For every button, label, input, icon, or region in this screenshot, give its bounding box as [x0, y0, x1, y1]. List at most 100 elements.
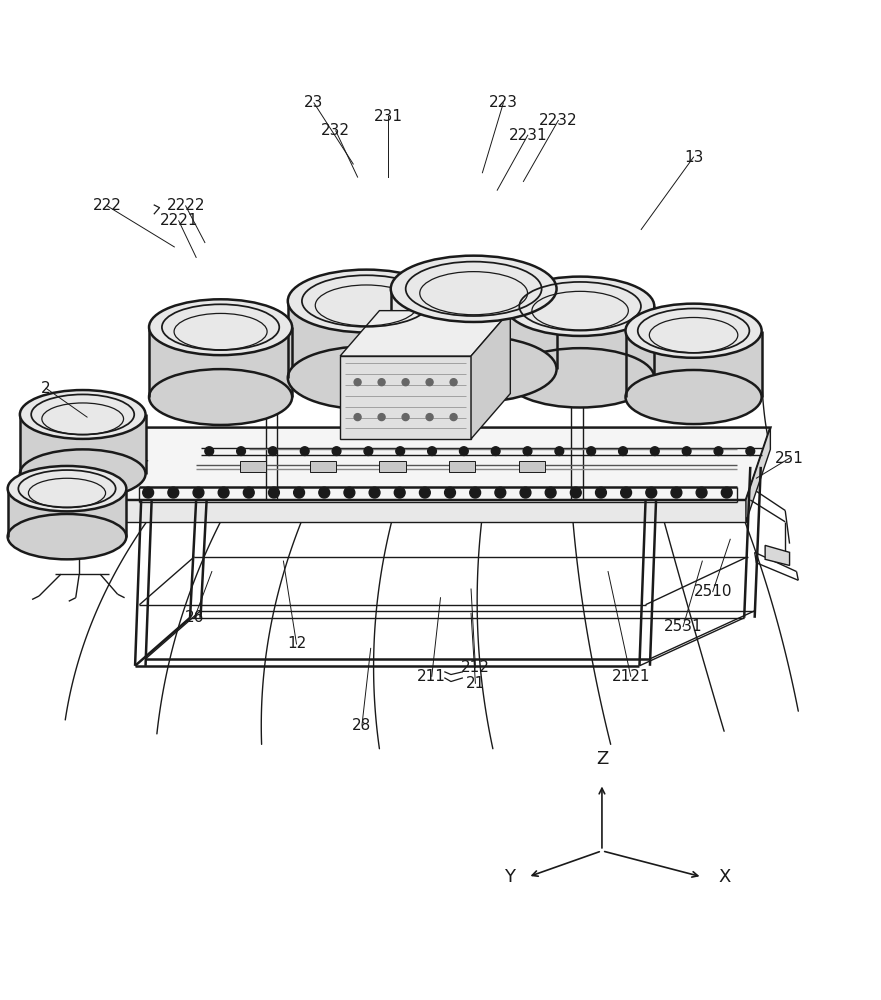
Polygon shape	[391, 289, 557, 369]
Circle shape	[555, 447, 564, 455]
Polygon shape	[149, 327, 292, 397]
Circle shape	[445, 487, 455, 498]
Circle shape	[243, 487, 255, 498]
Ellipse shape	[626, 304, 762, 358]
Text: 21: 21	[466, 676, 485, 691]
Polygon shape	[20, 414, 145, 474]
Circle shape	[570, 487, 581, 498]
Circle shape	[237, 447, 246, 455]
Circle shape	[426, 379, 433, 386]
Polygon shape	[471, 311, 510, 439]
Ellipse shape	[288, 346, 445, 409]
Circle shape	[426, 414, 433, 421]
Text: 232: 232	[322, 123, 351, 138]
Polygon shape	[240, 461, 266, 472]
Polygon shape	[449, 461, 476, 472]
Text: 28: 28	[352, 718, 372, 733]
Text: 2531: 2531	[663, 619, 702, 634]
Circle shape	[520, 487, 531, 498]
Text: 2231: 2231	[508, 128, 547, 143]
Circle shape	[650, 447, 659, 455]
Circle shape	[696, 487, 707, 498]
Text: 2121: 2121	[611, 669, 650, 684]
Polygon shape	[746, 428, 770, 522]
Circle shape	[545, 487, 556, 498]
Circle shape	[300, 447, 309, 455]
Text: 231: 231	[374, 109, 403, 124]
Ellipse shape	[391, 256, 557, 322]
Circle shape	[205, 447, 213, 455]
Circle shape	[344, 487, 355, 498]
Text: 2: 2	[41, 381, 51, 396]
Circle shape	[596, 487, 606, 498]
Circle shape	[402, 414, 409, 421]
Polygon shape	[8, 489, 126, 537]
Circle shape	[378, 379, 385, 386]
Ellipse shape	[288, 270, 445, 332]
Circle shape	[369, 487, 380, 498]
Circle shape	[269, 487, 279, 498]
Circle shape	[671, 487, 682, 498]
Polygon shape	[765, 545, 789, 565]
Text: 12: 12	[287, 636, 306, 651]
Polygon shape	[380, 461, 405, 472]
Text: 23: 23	[304, 95, 323, 110]
Ellipse shape	[20, 449, 145, 498]
Polygon shape	[506, 306, 655, 378]
Circle shape	[218, 487, 229, 498]
Circle shape	[402, 379, 409, 386]
Text: 2221: 2221	[159, 213, 198, 228]
Circle shape	[495, 487, 506, 498]
Polygon shape	[117, 428, 770, 500]
Circle shape	[621, 487, 632, 498]
Circle shape	[587, 447, 596, 455]
Circle shape	[460, 447, 468, 455]
Ellipse shape	[8, 514, 126, 559]
Polygon shape	[519, 461, 545, 472]
Text: Z: Z	[596, 750, 608, 768]
Circle shape	[269, 447, 278, 455]
Polygon shape	[288, 301, 445, 378]
Polygon shape	[309, 461, 336, 472]
Circle shape	[746, 447, 755, 455]
Circle shape	[378, 414, 385, 421]
Circle shape	[364, 447, 373, 455]
Circle shape	[682, 447, 691, 455]
Ellipse shape	[8, 466, 126, 511]
Ellipse shape	[506, 348, 655, 407]
Circle shape	[354, 414, 361, 421]
Circle shape	[354, 379, 361, 386]
Ellipse shape	[20, 390, 145, 439]
Circle shape	[523, 447, 532, 455]
Circle shape	[427, 447, 436, 455]
Circle shape	[168, 487, 179, 498]
Circle shape	[714, 447, 722, 455]
Circle shape	[618, 447, 627, 455]
Circle shape	[646, 487, 656, 498]
Text: X: X	[718, 868, 730, 886]
Ellipse shape	[149, 299, 292, 355]
Circle shape	[143, 487, 153, 498]
Ellipse shape	[391, 336, 557, 402]
Text: 212: 212	[461, 660, 490, 675]
Polygon shape	[340, 311, 510, 356]
Circle shape	[319, 487, 329, 498]
Text: 2222: 2222	[167, 198, 205, 213]
Circle shape	[193, 487, 204, 498]
Polygon shape	[626, 331, 762, 397]
Circle shape	[293, 487, 305, 498]
Circle shape	[492, 447, 500, 455]
Circle shape	[419, 487, 430, 498]
Ellipse shape	[506, 277, 655, 336]
Circle shape	[450, 379, 457, 386]
Text: 223: 223	[489, 95, 518, 110]
Text: 251: 251	[775, 451, 804, 466]
Ellipse shape	[149, 369, 292, 425]
Text: 13: 13	[684, 150, 703, 165]
Circle shape	[722, 487, 732, 498]
Text: 2232: 2232	[539, 113, 578, 128]
Circle shape	[332, 447, 341, 455]
Circle shape	[470, 487, 481, 498]
Circle shape	[395, 487, 405, 498]
Text: 26: 26	[185, 610, 204, 625]
